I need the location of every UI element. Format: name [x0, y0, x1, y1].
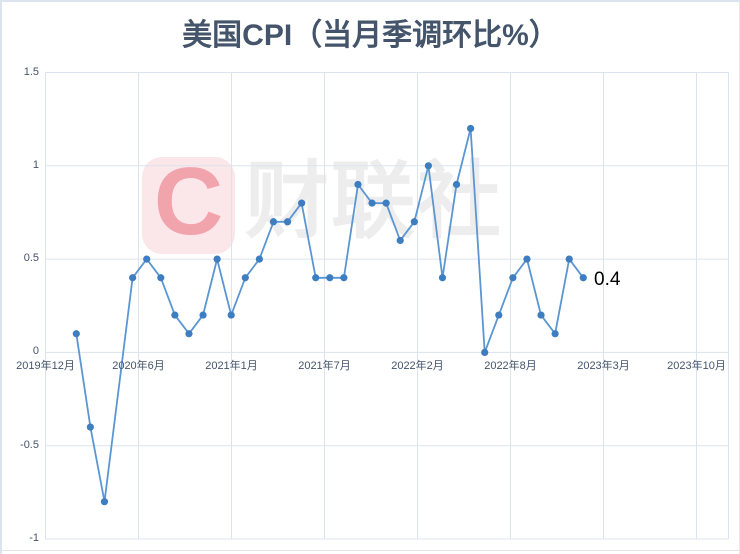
data-point-marker: [452, 180, 461, 189]
data-point-marker: [143, 255, 151, 263]
x-axis-tick-label: 2022年2月: [391, 360, 444, 372]
y-axis-tick-label: -1: [29, 532, 39, 544]
y-axis-tick-label: 0: [32, 345, 39, 358]
data-point-marker: [481, 348, 489, 356]
y-axis-tick-label: -0.5: [20, 438, 39, 451]
data-point-marker: [579, 274, 587, 282]
chart-title: 美国CPI（当月季调环比%）: [182, 19, 559, 52]
data-point-marker: [438, 274, 447, 282]
data-point-marker: [241, 274, 249, 282]
data-point-marker: [551, 330, 559, 338]
x-axis-tick-label: 2023年3月: [577, 360, 630, 372]
data-point-marker: [410, 218, 418, 226]
data-point-marker: [213, 255, 221, 263]
data-point-marker: [537, 311, 545, 319]
data-point-marker: [298, 199, 306, 207]
data-point-marker: [72, 330, 80, 338]
y-axis-tick-label: 1.5: [23, 65, 39, 78]
data-point-marker: [382, 199, 390, 207]
last-point-data-label: 0.4: [594, 269, 621, 290]
y-axis-tick-label: 0.5: [23, 252, 39, 265]
data-point-marker: [424, 162, 432, 170]
data-point-marker: [227, 311, 235, 319]
data-point-marker: [129, 274, 137, 282]
data-point-marker: [312, 274, 320, 282]
data-point-marker: [565, 255, 573, 263]
x-axis-tick-label: 2021年1月: [205, 360, 258, 372]
x-axis-tick-label: 2022年8月: [484, 360, 537, 372]
data-point-marker: [326, 274, 334, 282]
bottom-divider: [2, 550, 739, 551]
data-point-marker: [100, 498, 109, 506]
y-axis-tick-label: 1: [32, 158, 39, 171]
data-point-marker: [354, 180, 362, 189]
data-point-marker: [467, 124, 475, 133]
x-axis-tick-label: 2021年7月: [298, 360, 351, 372]
data-point-marker: [255, 255, 263, 263]
data-point-marker: [509, 274, 517, 282]
x-axis-tick-label: 2023年10月: [667, 360, 726, 372]
data-point-marker: [185, 330, 193, 338]
x-axis-tick-label: 2019年12月: [16, 360, 75, 372]
data-point-marker: [396, 236, 404, 245]
cpi-series-line: [75, 127, 585, 503]
data-point-marker: [283, 218, 292, 226]
data-point-marker: [269, 218, 278, 226]
x-axis-tick-label: 2020年6月: [112, 360, 165, 372]
data-point-marker: [199, 311, 207, 319]
data-point-marker: [86, 423, 94, 431]
data-point-marker: [368, 199, 376, 207]
data-point-marker: [523, 255, 531, 263]
data-point-marker: [157, 274, 165, 282]
data-point-marker: [340, 274, 348, 282]
data-point-marker: [495, 311, 503, 319]
data-point-marker: [171, 311, 179, 319]
